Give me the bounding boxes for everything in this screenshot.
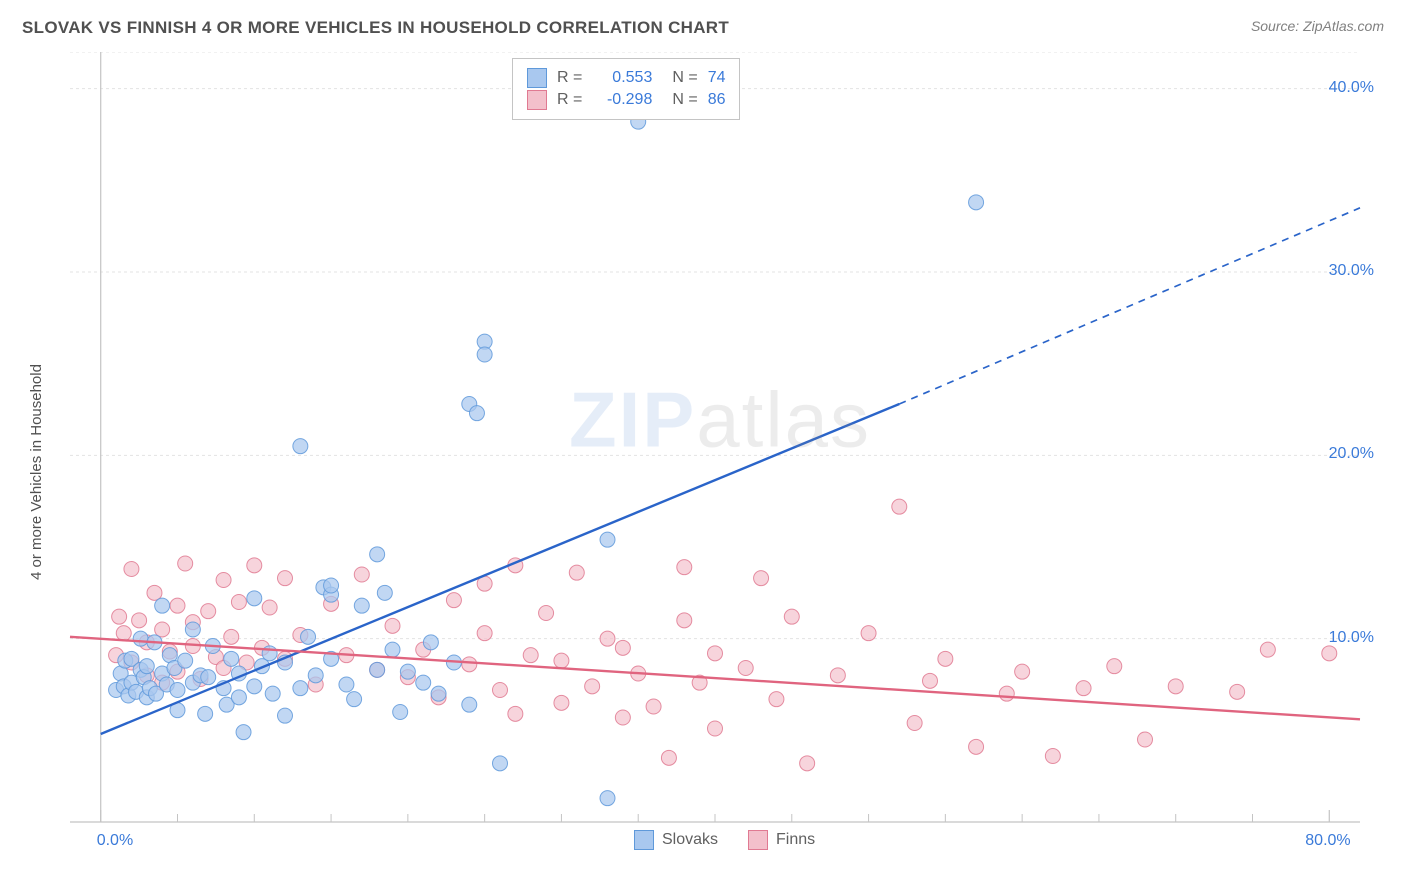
legend-swatch <box>748 830 768 850</box>
chart-title: SLOVAK VS FINNISH 4 OR MORE VEHICLES IN … <box>22 18 729 38</box>
legend-swatch <box>634 830 654 850</box>
source-attribution: Source: ZipAtlas.com <box>1251 18 1384 34</box>
correlation-stats-box: R = 0.553 N = 74 R = -0.298 N = 86 <box>512 58 740 120</box>
series-swatch <box>527 90 547 110</box>
y-tick-label: 40.0% <box>1329 79 1374 97</box>
x-tick-label: 0.0% <box>97 832 133 850</box>
chart-area: ZIPatlas R =0.553N =74R =-0.298N =86 Slo… <box>60 52 1380 852</box>
n-label: N = <box>672 69 697 87</box>
y-tick-label: 20.0% <box>1329 445 1374 463</box>
legend-item: Slovaks <box>634 830 718 850</box>
r-value: -0.298 <box>592 91 652 109</box>
n-value: 86 <box>708 91 726 109</box>
stats-row: R = -0.298 N = 86 <box>527 90 725 110</box>
legend: Slovaks Finns <box>634 830 815 850</box>
x-tick-label: 80.0% <box>1305 832 1350 850</box>
scatter-chart <box>60 52 1380 852</box>
stats-row: R = 0.553 N = 74 <box>527 68 725 88</box>
legend-label: Finns <box>776 831 815 849</box>
n-value: 74 <box>708 69 726 87</box>
legend-label: Slovaks <box>662 831 718 849</box>
r-label: R = <box>557 69 582 87</box>
legend-item: Finns <box>748 830 815 850</box>
y-tick-label: 10.0% <box>1329 629 1374 647</box>
r-value: 0.553 <box>592 69 652 87</box>
series-swatch <box>527 68 547 88</box>
y-tick-label: 30.0% <box>1329 262 1374 280</box>
n-label: N = <box>672 91 697 109</box>
y-axis-label: 4 or more Vehicles in Household <box>28 364 45 580</box>
r-label: R = <box>557 91 582 109</box>
